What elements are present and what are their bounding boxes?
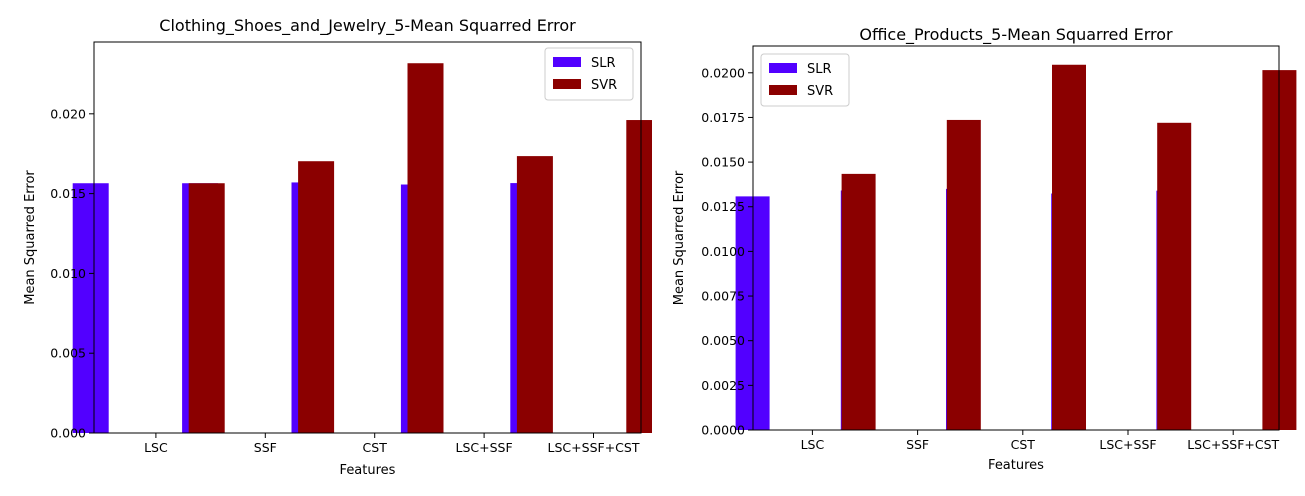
y-tick-label-2: 0.010 — [50, 266, 86, 281]
bar-slr-0 — [72, 183, 109, 433]
y-axis-label: Mean Squarred Error — [672, 170, 687, 305]
y-tick-label-1: 0.0025 — [701, 378, 745, 393]
legend-swatch-svr — [769, 85, 797, 95]
x-tick-label-4: LSC+SSF+CST — [548, 440, 640, 455]
x-tick-label-0: LSC — [144, 440, 168, 455]
bar-svr-2 — [1052, 64, 1086, 431]
chart-title: Office_Products_5-Mean Squarred Error — [859, 25, 1173, 45]
bar-svr-1 — [946, 119, 981, 430]
bar-svr-3 — [516, 156, 553, 434]
x-tick-label-2: CST — [363, 440, 388, 455]
y-axis-label: Mean Squarred Error — [23, 170, 38, 305]
legend-label-svr: SVR — [807, 84, 833, 99]
legend-box — [544, 47, 634, 101]
x-tick-label-2: CST — [1011, 437, 1036, 452]
office-mse-chart: 0.0000 0.0025 0.0050 0.0075 0.0100 0.0125 0.01… — [672, 25, 1297, 473]
y-tick-label-4: 0.0100 — [701, 244, 745, 259]
x-axis-label: Features — [988, 458, 1044, 473]
legend-swatch-slr — [553, 57, 581, 67]
legend: SLR SVR — [544, 47, 634, 101]
y-tick-label-7: 0.0175 — [701, 110, 745, 125]
bar-svr-2 — [407, 63, 444, 434]
y-tick-label-1: 0.005 — [50, 346, 86, 361]
bar-svr-0 — [188, 183, 225, 433]
y-tick-label-3: 0.015 — [50, 186, 86, 201]
x-tick-label-4: LSC+SSF+CST — [1187, 437, 1279, 452]
legend-label-svr: SVR — [591, 78, 617, 93]
y-tick-label-8: 0.0200 — [701, 65, 745, 80]
plot-frame — [752, 45, 1280, 431]
x-tick-label-1: SSF — [906, 437, 929, 452]
clothing-mse-chart: 0.000 0.005 0.010 0.015 0.020 LSC SSF CST LSC+SS… — [23, 16, 652, 478]
x-tick-label-1: SSF — [254, 440, 277, 455]
y-tick-label-6: 0.0150 — [701, 155, 745, 170]
y-tick-label-2: 0.0050 — [701, 333, 745, 348]
legend-swatch-slr — [769, 63, 797, 73]
legend-box — [760, 53, 850, 107]
y-tick-label-4: 0.020 — [50, 106, 86, 121]
legend-label-slr: SLR — [591, 56, 616, 71]
x-axis-label: Features — [340, 463, 396, 478]
y-tick-label-5: 0.0125 — [701, 199, 745, 214]
x-tick-label-3: LSC+SSF — [456, 440, 513, 455]
y-tick-label-0: 0.000 — [50, 426, 86, 441]
legend-label-slr: SLR — [807, 62, 832, 77]
legend: SLR SVR — [760, 53, 850, 107]
bar-svr-4 — [626, 120, 652, 433]
y-tick-label-0: 0.0000 — [701, 423, 745, 438]
chart-title: Clothing_Shoes_and_Jewelry_5-Mean Squarr… — [159, 16, 576, 36]
plot-frame — [93, 41, 642, 434]
legend-swatch-svr — [553, 79, 581, 89]
x-tick-label-3: LSC+SSF — [1099, 437, 1156, 452]
x-tick-label-0: LSC — [801, 437, 825, 452]
bar-svr-1 — [298, 161, 335, 434]
bar-svr-0 — [841, 173, 876, 431]
y-tick-label-3: 0.0075 — [701, 289, 745, 304]
bar-svr-3 — [1157, 122, 1192, 431]
